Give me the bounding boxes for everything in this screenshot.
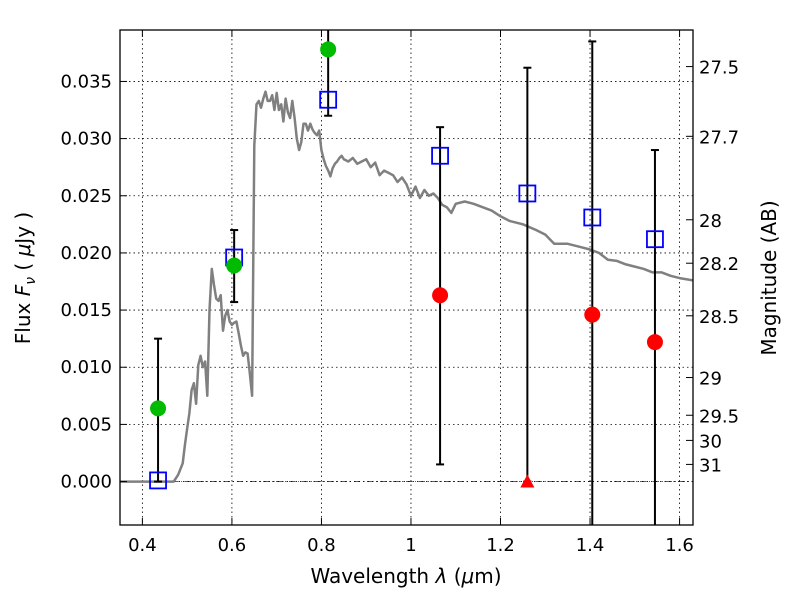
photometry-square	[319, 90, 338, 109]
sed-line	[120, 90, 694, 483]
detection-circle	[150, 400, 167, 417]
photometry-square	[431, 146, 449, 165]
error-bars	[154, 30, 659, 525]
x-axis-label: Wavelength λ (μm)	[310, 564, 501, 588]
magnitude-tick-label: 29	[699, 369, 722, 390]
x-tick-label: 1.6	[665, 535, 694, 556]
grid-lines	[120, 30, 693, 525]
magnitude-tick-label: 28	[699, 211, 722, 232]
upper-limit-triangle	[520, 474, 535, 488]
detection-circle	[320, 41, 337, 58]
photometry-square	[149, 471, 167, 490]
magnitude-tick-label: 30	[699, 431, 722, 452]
magnitude-tick-label: 28.5	[699, 307, 739, 328]
x-tick-label: 0.6	[218, 535, 247, 556]
photometry-square	[518, 184, 537, 203]
photometry-square	[646, 230, 664, 249]
magnitude-tick-label: 27.5	[699, 58, 739, 79]
data-markers	[149, 41, 664, 490]
x-tick-label: 0.8	[307, 535, 336, 556]
detection-circle	[226, 257, 243, 274]
y-tick-label: 0.030	[60, 129, 112, 150]
y-tick-label: 0.015	[60, 300, 112, 321]
x-tick-label: 1.2	[486, 535, 515, 556]
magnitude-tick-label: 27.7	[699, 127, 739, 148]
y-tick-label: 0.025	[60, 186, 112, 207]
detection-circle	[646, 334, 663, 351]
y-tick-label: 0.035	[60, 71, 112, 92]
x-tick-label: 1.4	[576, 535, 605, 556]
magnitude-tick-label: 31	[699, 455, 722, 476]
y-tick-label: 0.000	[60, 472, 112, 493]
x-tick-label: 1	[405, 535, 416, 556]
sed-model-curve	[120, 90, 694, 483]
magnitude-tick-label: 28.2	[699, 254, 739, 275]
y-axis-label: Flux Fν ( μJy )	[11, 212, 39, 344]
y-tick-label: 0.010	[60, 357, 112, 378]
y-tick-label: 0.005	[60, 414, 112, 435]
magnitude-tick-label: 29.5	[699, 406, 739, 427]
plot-frame	[119, 29, 694, 526]
photometry-square	[583, 208, 602, 227]
x-tick-label: 0.4	[128, 535, 157, 556]
y-tick-label: 0.020	[60, 243, 112, 264]
detection-circle	[432, 287, 449, 304]
detection-circle	[584, 306, 601, 323]
axis-ticks: 0.4 0.6 0.8 1 1.2 1.4 1.6 0.000 0.005 0.010 0.015 0…	[60, 30, 739, 556]
magnitude-axis-label: Magnitude (AB)	[757, 200, 781, 355]
